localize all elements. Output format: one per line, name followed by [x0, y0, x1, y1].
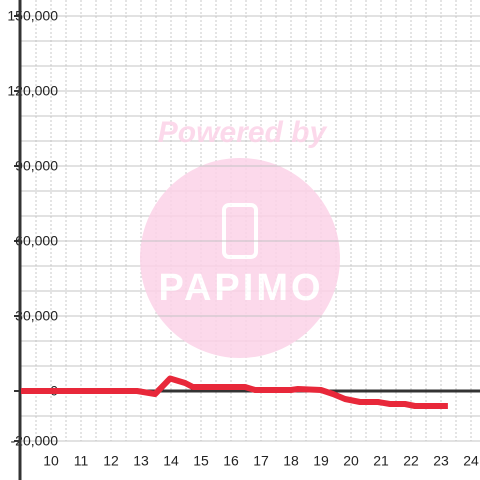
x-tick-label: 12	[103, 453, 119, 469]
y-tick-label: 90,000	[15, 158, 58, 174]
x-tick-label: 10	[43, 453, 59, 469]
x-tick-label: 13	[133, 453, 149, 469]
x-tick-label: 21	[373, 453, 389, 469]
x-tick-label: 22	[403, 453, 419, 469]
watermark-title: Powered by	[158, 116, 328, 149]
y-tick-label: 150,000	[7, 8, 58, 24]
y-tick-label: 120,000	[7, 83, 58, 99]
x-tick-label: 17	[253, 453, 269, 469]
x-tick-label: 14	[163, 453, 179, 469]
line-series	[21, 375, 448, 409]
watermark: Powered by PAPIMO	[140, 116, 340, 358]
y-tick-label: 60,000	[15, 233, 58, 249]
watermark-logo: PAPIMO	[158, 267, 323, 309]
x-tick-label: 19	[313, 453, 329, 469]
x-tick-label: 15	[193, 453, 209, 469]
x-tick-label: 24	[463, 453, 479, 469]
y-tick-label: 30,000	[15, 308, 58, 324]
watermark-phone	[222, 203, 258, 259]
x-tick-label: 18	[283, 453, 299, 469]
x-tick-label: 20	[343, 453, 359, 469]
x-tick-label: 11	[74, 453, 89, 469]
x-tick-label: 23	[433, 453, 449, 469]
x-tick-label: 16	[223, 453, 239, 469]
y-tick-label: -20,000	[11, 433, 59, 449]
